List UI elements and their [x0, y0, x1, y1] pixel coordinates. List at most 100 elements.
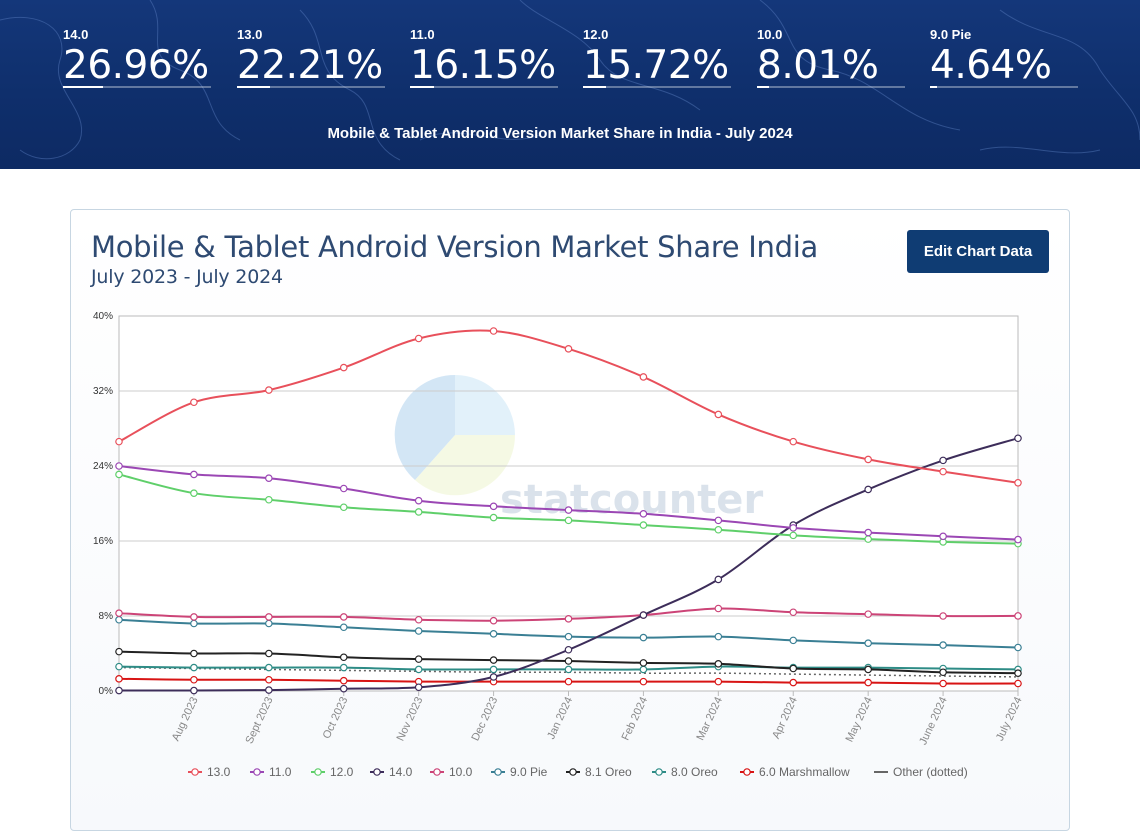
legend-label: 8.0 Oreo [671, 765, 718, 779]
data-point [190, 470, 198, 479]
stat-progress-bar [930, 86, 1078, 88]
stat-12-0: 12.0 15.72% [583, 28, 731, 88]
legend-label: Other (dotted) [893, 765, 968, 779]
data-point [789, 664, 798, 673]
data-point [339, 684, 348, 693]
stat-9-0-pie: 9.0 Pie 4.64% [930, 28, 1078, 88]
stat-10-0: 10.0 8.01% [757, 28, 905, 88]
data-point [489, 656, 498, 664]
data-point [489, 673, 498, 681]
data-point [939, 641, 947, 649]
series-9-0-pie [115, 615, 1022, 652]
edit-chart-data-button[interactable]: Edit Chart Data [907, 230, 1049, 273]
legend-label: 13.0 [207, 765, 231, 779]
data-point [939, 467, 947, 476]
x-tick-label: Nov 2023 [395, 695, 426, 743]
watermark-text: statcounter [500, 477, 763, 523]
stat-14-0: 14.0 26.96% [63, 28, 211, 88]
world-map-background [0, 0, 1140, 161]
legend-marker [253, 768, 261, 776]
data-point [115, 647, 123, 656]
data-point [190, 489, 198, 497]
data-point [564, 677, 573, 686]
chart-title: Mobile & Tablet Android Version Market S… [91, 230, 818, 264]
stat-value: 8.01% [757, 43, 879, 88]
stat-label: 13.0 [237, 27, 263, 42]
legend-item[interactable]: 8.1 Oreo [566, 765, 632, 779]
series-6-0-marshmallow [115, 675, 1022, 688]
data-point [190, 686, 198, 695]
series-10-0 [115, 604, 1022, 625]
data-point [639, 521, 648, 529]
x-tick-label: July 2024 [994, 695, 1025, 743]
y-tick-label: 0% [99, 686, 114, 697]
data-point [265, 495, 273, 504]
data-point [489, 616, 498, 625]
legend-marker [655, 768, 663, 776]
y-tick-label: 16% [93, 536, 113, 547]
data-point [190, 613, 198, 621]
data-point [265, 613, 273, 621]
data-point [115, 675, 123, 683]
data-point [190, 398, 198, 407]
y-tick-label: 24% [93, 461, 113, 472]
data-point [1014, 669, 1022, 677]
data-point [564, 615, 573, 623]
legend-marker [191, 768, 199, 776]
data-point [864, 455, 872, 464]
data-point [414, 508, 423, 516]
data-point [714, 677, 723, 686]
data-point [639, 665, 648, 674]
legend-item[interactable]: Other (dotted) [874, 765, 968, 779]
legend-label: 10.0 [449, 765, 473, 779]
data-point [190, 675, 198, 684]
data-point [714, 632, 723, 641]
data-point [265, 663, 273, 672]
data-point [190, 649, 198, 658]
data-point [1014, 478, 1022, 487]
legend-marker [569, 768, 577, 776]
legend-label: 11.0 [269, 765, 292, 779]
legend-item[interactable]: 14.0 [370, 765, 413, 779]
data-point [414, 627, 423, 635]
data-point [414, 665, 423, 674]
legend-label: 6.0 Marshmallow [759, 765, 850, 779]
stat-label: 12.0 [583, 27, 609, 42]
x-tick-label: May 2024 [844, 695, 875, 744]
stat-progress-bar [63, 86, 211, 88]
data-point [639, 633, 648, 642]
legend-item[interactable]: 6.0 Marshmallow [740, 765, 850, 779]
data-point [939, 612, 947, 620]
data-point [190, 663, 198, 672]
data-point [265, 675, 273, 684]
data-point [714, 575, 723, 584]
series-11-0 [115, 462, 1022, 544]
legend-item[interactable]: 8.0 Oreo [652, 765, 718, 779]
legend-item[interactable]: 13.0 [188, 765, 231, 779]
legend-label: 9.0 Pie [510, 765, 548, 779]
legend-item[interactable]: 12.0 [311, 765, 354, 779]
stat-progress-fill [237, 86, 270, 88]
data-point [864, 639, 872, 647]
data-point [265, 474, 273, 482]
legend-marker [373, 768, 381, 776]
legend-item[interactable]: 9.0 Pie [491, 765, 548, 779]
data-point [864, 678, 872, 687]
legend-item[interactable]: 10.0 [430, 765, 473, 779]
series-8-1-oreo [115, 647, 1022, 677]
data-point [339, 613, 348, 621]
legend-label: 14.0 [389, 765, 413, 779]
legend-item[interactable]: 11.0 [250, 765, 292, 779]
data-point [564, 506, 573, 514]
stat-value: 16.15% [410, 43, 556, 88]
line-chart: statcounter 0% 8% 16% 24% 32% 40% Aug 2023 Sept … [93, 311, 1025, 779]
data-point [864, 535, 872, 543]
data-point [265, 386, 273, 394]
x-tick-label: Apr 2024 [770, 695, 800, 741]
data-point [639, 373, 648, 381]
stat-value: 4.64% [930, 43, 1052, 88]
data-point [564, 645, 573, 654]
data-point [789, 524, 798, 532]
data-point [339, 663, 348, 672]
data-point [639, 611, 648, 619]
